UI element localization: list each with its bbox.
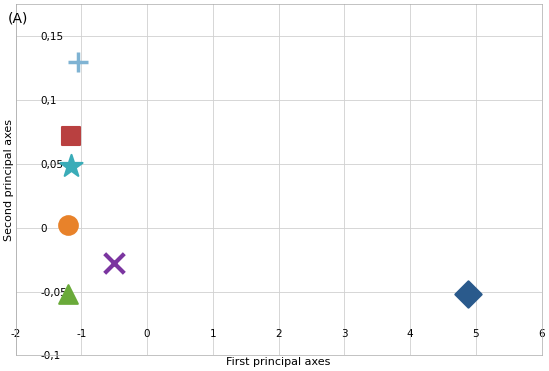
Text: (A): (A) — [8, 11, 29, 25]
Point — [110, 260, 119, 266]
Point — [74, 59, 82, 65]
Y-axis label: Second principal axes: Second principal axes — [4, 119, 14, 241]
Point — [64, 291, 72, 297]
Point — [67, 133, 76, 139]
Point — [67, 163, 76, 169]
X-axis label: First principal axes: First principal axes — [226, 357, 330, 367]
Point — [463, 291, 472, 297]
Point — [64, 222, 72, 228]
